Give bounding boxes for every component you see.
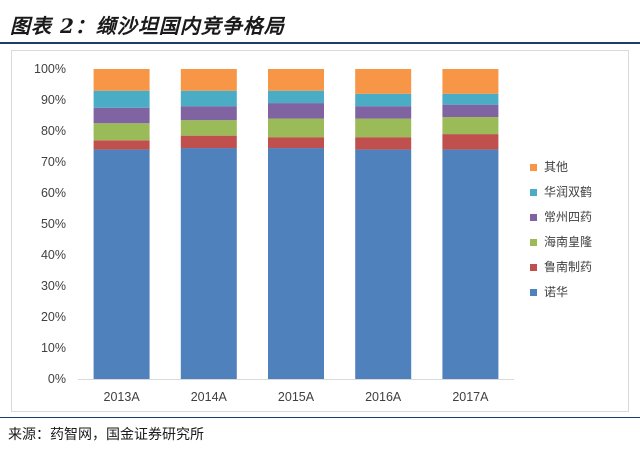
figure-title: 图表 2：缬沙坦国内竞争格局 bbox=[10, 14, 285, 38]
y-tick-label: 100% bbox=[34, 62, 66, 76]
y-tick-label: 90% bbox=[41, 93, 66, 107]
bar-segment bbox=[355, 93, 412, 107]
legend-swatch bbox=[530, 189, 537, 196]
legend-label: 常州四药 bbox=[544, 210, 592, 224]
legend-swatch bbox=[530, 214, 537, 221]
bar-segment bbox=[442, 69, 499, 94]
bar-segment bbox=[268, 90, 324, 104]
legend-label: 海南皇隆 bbox=[544, 234, 592, 249]
bars-group bbox=[93, 69, 499, 379]
y-tick-label: 50% bbox=[41, 217, 66, 231]
y-axis: 0% 10% 20% 30% 40% 50% 60% 70% 80% 90% 100% bbox=[34, 62, 66, 386]
bar-segment bbox=[355, 118, 412, 138]
bar-segment bbox=[93, 90, 150, 108]
bar-segment bbox=[268, 148, 324, 379]
bar-segment bbox=[355, 149, 412, 379]
legend-swatch bbox=[530, 239, 537, 246]
y-tick-label: 60% bbox=[41, 186, 66, 200]
legend-label: 其他 bbox=[544, 160, 568, 174]
bar-segment bbox=[93, 123, 150, 141]
x-axis: 2013A 2014A 2015A 2016A 2017A bbox=[78, 379, 514, 404]
source-divider bbox=[0, 417, 640, 418]
bar-segment bbox=[268, 69, 324, 91]
bar-segment bbox=[93, 69, 150, 91]
y-tick-label: 0% bbox=[48, 372, 66, 386]
x-tick-label: 2016A bbox=[365, 390, 402, 404]
bar-segment bbox=[268, 103, 324, 119]
y-tick-label: 30% bbox=[41, 279, 66, 293]
bar-segment bbox=[442, 134, 499, 150]
y-tick-label: 80% bbox=[41, 124, 66, 138]
bar-segment bbox=[442, 104, 499, 118]
x-tick-label: 2014A bbox=[191, 390, 228, 404]
y-tick-label: 10% bbox=[41, 341, 66, 355]
bar-segment bbox=[180, 106, 237, 121]
x-tick-label: 2013A bbox=[104, 390, 141, 404]
legend-swatch bbox=[530, 164, 537, 171]
y-tick-label: 70% bbox=[41, 155, 66, 169]
bar-segment bbox=[442, 149, 499, 379]
stacked-bar-chart: 0%10%20%30%40%50%60%70%80%90%100% 2013A 2… bbox=[34, 62, 592, 404]
bar-segment bbox=[355, 106, 412, 119]
legend-swatch bbox=[530, 289, 537, 296]
bar-segment bbox=[180, 90, 237, 107]
x-tick-label: 2015A bbox=[278, 390, 315, 404]
bar-segment bbox=[355, 137, 412, 150]
bar-segment bbox=[180, 69, 237, 91]
legend-label: 鲁南制药 bbox=[544, 259, 592, 274]
bar-segment bbox=[268, 137, 324, 149]
y-tick-label: 40% bbox=[41, 248, 66, 262]
bar-segment bbox=[355, 69, 412, 94]
y-tick-label: 20% bbox=[41, 310, 66, 324]
x-tick-label: 2017A bbox=[452, 390, 489, 404]
title-divider bbox=[0, 42, 640, 44]
bar-segment bbox=[93, 107, 150, 124]
bar-segment bbox=[93, 149, 150, 379]
bar-segment bbox=[442, 93, 499, 105]
bar-segment bbox=[268, 118, 324, 138]
bar-segment bbox=[180, 135, 237, 149]
legend-label: 诺华 bbox=[544, 285, 568, 299]
bar-segment bbox=[442, 117, 499, 135]
legend-swatch bbox=[530, 264, 537, 271]
source-note: 来源：药智网，国金证券研究所 bbox=[8, 427, 204, 443]
bar-segment bbox=[93, 140, 150, 150]
legend-label: 华润双鹤 bbox=[544, 184, 592, 199]
bar-segment bbox=[180, 120, 237, 136]
bar-segment bbox=[180, 148, 237, 379]
chart-frame: 0% 10% 20% 30% 40% 50% 60% 70% 80% 90% 100% 2013A 2… bbox=[11, 50, 629, 412]
